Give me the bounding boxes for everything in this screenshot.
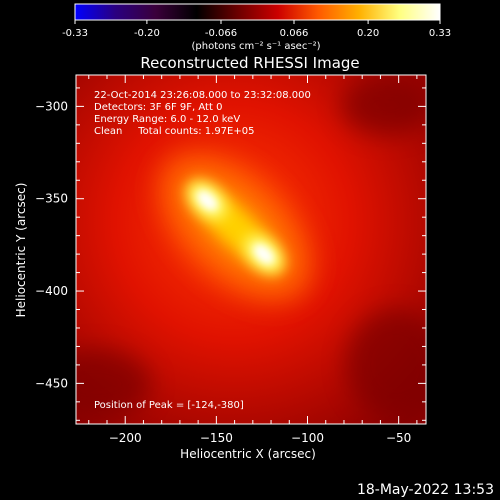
heatmap-image [76,75,426,424]
annotation-block: 22-Oct-2014 23:26:08.000 to 23:32:08.000… [94,90,311,411]
x-tick-label: −100 [291,431,324,445]
heatmap-dim-patch [341,75,426,135]
colorbar-units-label: (photons cm⁻² s⁻¹ asec⁻²) [191,41,320,52]
x-tick-label: −150 [200,431,233,445]
plot-frame [75,74,427,425]
colorbar-tick-label: 0.20 [357,28,379,39]
annotation-detectors: Detectors: 3F 6F 9F, Att 0 [94,102,222,113]
colorbar-tick-label: -0.066 [205,28,237,39]
annotation-time-range: 22-Oct-2014 23:26:08.000 to 23:32:08.000 [94,90,311,101]
heatmap-source-core [197,190,218,211]
heatmap-dim-patch [346,309,426,419]
x-tick-label: −200 [109,431,142,445]
x-axis-ticks: −200 −150 −100 −50 [88,75,418,445]
annotation-total-counts: Clean Total counts: 1.97E+05 [94,126,254,137]
x-tick-label: −50 [386,431,411,445]
colorbar-tick-label: 0.33 [429,28,451,39]
y-axis-ticks: −300 −350 −400 −450 [35,87,426,421]
y-tick-label: −350 [35,192,68,206]
colorbar-strip [74,3,441,21]
heatmap-blobs [76,75,426,419]
colorbar-tick-label: -0.20 [134,28,160,39]
heatmap-source-core [253,244,274,264]
y-axis-label: Heliocentric Y (arcsec) [14,183,28,318]
colorbar-tick-label: 0.066 [280,28,309,39]
colorbar: -0.33 -0.20 -0.066 0.066 0.20 0.33 (photons c… [62,3,451,52]
chart-title: Reconstructed RHESSI Image [140,54,359,72]
heatmap-dim-patch [76,349,151,419]
y-tick-label: −400 [35,284,68,298]
colorbar-ticks: -0.33 -0.20 -0.066 0.066 0.20 0.33 [62,20,451,39]
y-tick-label: −450 [35,376,68,390]
colorbar-tick-label: -0.33 [62,28,88,39]
y-tick-label: −300 [35,99,68,113]
annotation-energy-range: Energy Range: 6.0 - 12.0 keV [94,114,240,125]
annotation-peak-position: Position of Peak = [-124,-380] [94,400,244,411]
x-axis-label: Heliocentric X (arcsec) [180,447,316,461]
footer-timestamp: 18-May-2022 13:53 [357,482,494,498]
